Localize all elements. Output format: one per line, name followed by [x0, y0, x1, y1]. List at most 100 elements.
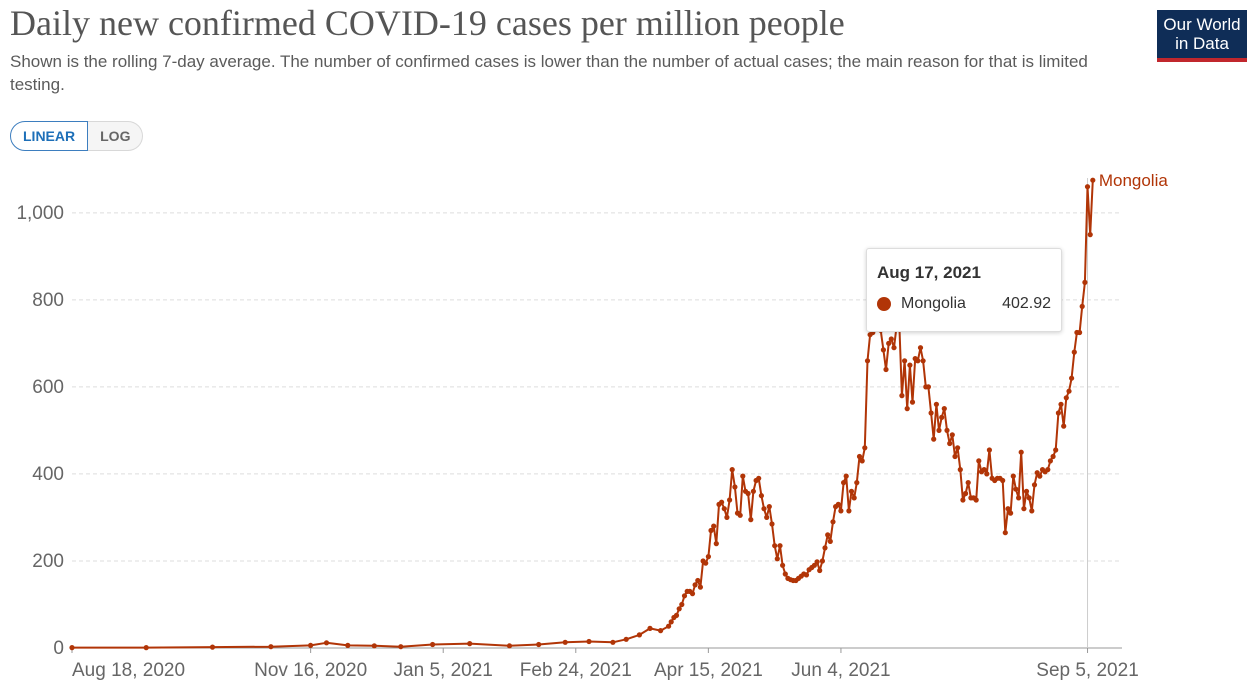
data-point: [909, 399, 916, 405]
tooltip-row: Mongolia 402.92: [877, 295, 1051, 313]
data-point: [430, 641, 436, 648]
data-point: [756, 475, 762, 481]
data-point: [843, 473, 849, 479]
linear-scale-button[interactable]: LINEAR: [10, 121, 89, 151]
y-tick-label: 1,000: [16, 203, 64, 224]
data-point: [636, 632, 643, 638]
data-point: [888, 336, 894, 342]
data-point: [1010, 473, 1016, 479]
data-point: [939, 414, 945, 420]
data-point: [506, 643, 513, 649]
data-point: [711, 523, 717, 529]
chart-title: Daily new confirmed COVID-19 cases per m…: [10, 3, 845, 43]
y-tick-label: 800: [32, 290, 64, 311]
data-point: [705, 554, 712, 560]
data-point: [915, 358, 921, 364]
data-point: [708, 527, 714, 534]
data-point: [1008, 510, 1014, 516]
data-point: [859, 458, 865, 464]
logo-line-2: in Data: [1175, 34, 1229, 53]
data-point: [1037, 473, 1043, 479]
data-point: [963, 490, 969, 497]
x-tick-label: Jun 4, 2021: [791, 660, 890, 681]
data-point: [1082, 279, 1088, 285]
series-color-dot: [877, 297, 891, 311]
data-point: [761, 506, 767, 512]
data-point: [838, 508, 844, 514]
data-point: [835, 501, 841, 507]
data-point: [780, 562, 786, 568]
log-scale-button[interactable]: LOG: [88, 121, 144, 151]
data-point: [695, 577, 701, 584]
x-tick-label: Aug 18, 2020: [72, 660, 185, 681]
data-point: [689, 591, 696, 597]
data-point: [886, 340, 892, 346]
data-point: [697, 584, 704, 590]
data-point: [724, 514, 730, 520]
data-point: [830, 519, 836, 525]
x-tick-label: Sep 5, 2021: [1036, 660, 1138, 681]
data-point: [769, 521, 775, 527]
data-point: [949, 432, 955, 438]
data-point: [902, 358, 908, 364]
line-chart[interactable]: 0 200 400 600 800 1,000 Aug 18, 2020 Nov 16, 2…: [0, 160, 1254, 689]
data-point: [1066, 388, 1072, 394]
data-point: [965, 480, 971, 486]
data-point: [925, 384, 932, 390]
data-point: [1026, 495, 1032, 501]
data-point: [782, 571, 788, 577]
y-tick-label: 400: [32, 464, 64, 485]
data-point: [668, 619, 674, 625]
data-point: [899, 393, 905, 399]
data-point: [1084, 184, 1091, 190]
data-point: [398, 644, 404, 650]
data-point: [1069, 375, 1075, 381]
scale-toggle: LINEAR LOG: [10, 121, 144, 151]
data-point: [721, 506, 727, 512]
data-point: [1005, 506, 1011, 512]
data-point: [936, 427, 942, 433]
x-tick-label: Jan 5, 2021: [394, 660, 493, 681]
series-label-mongolia: Mongolia: [1099, 171, 1169, 190]
data-point: [955, 445, 961, 451]
data-point: [1047, 458, 1053, 464]
data-point: [727, 497, 733, 503]
data-point: [854, 480, 860, 486]
data-point: [748, 517, 754, 523]
data-point: [1013, 486, 1019, 492]
data-point: [268, 644, 274, 650]
data-point: [1045, 467, 1051, 473]
data-point: [933, 401, 940, 407]
data-point: [1016, 495, 1022, 501]
x-axis: Aug 18, 2020 Nov 16, 2020 Jan 5, 2021 Feb 2…: [71, 648, 1139, 681]
y-tick-label: 200: [32, 551, 64, 572]
data-point: [952, 453, 958, 460]
data-point: [745, 490, 751, 497]
data-point: [973, 497, 979, 503]
data-point: [931, 436, 937, 442]
y-axis: 0 200 400 600 800 1,000: [16, 203, 64, 659]
data-point: [777, 543, 783, 549]
data-point: [308, 642, 314, 648]
data-point: [692, 582, 698, 588]
data-point: [1053, 447, 1059, 453]
data-point: [586, 638, 592, 645]
owid-logo[interactable]: Our World in Data: [1157, 10, 1247, 62]
data-point: [1029, 508, 1035, 514]
data-point: [737, 512, 743, 518]
data-point: [947, 440, 953, 447]
data-point: [647, 625, 653, 631]
data-point: [1061, 423, 1067, 429]
data-point: [851, 495, 857, 501]
data-point: [467, 641, 473, 647]
series-mongolia[interactable]: Mongolia: [69, 171, 1169, 651]
data-point: [536, 641, 542, 648]
data-point: [1071, 349, 1077, 355]
data-point: [681, 593, 688, 599]
data-point: [917, 345, 924, 351]
y-tick-label: 0: [53, 638, 64, 659]
data-point: [803, 572, 810, 578]
data-point: [984, 471, 990, 477]
x-tick-label: Apr 15, 2021: [654, 660, 763, 681]
data-point: [345, 642, 351, 648]
